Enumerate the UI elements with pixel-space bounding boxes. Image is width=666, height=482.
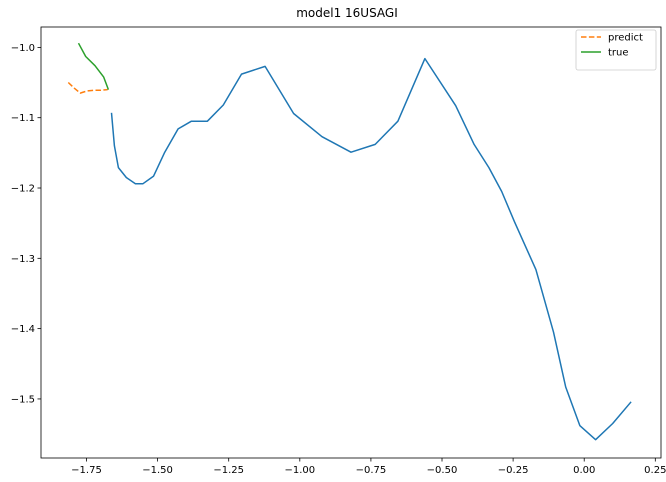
y-tick-label: −1.4: [11, 324, 35, 335]
y-tick-label: −1.2: [11, 184, 35, 195]
y-tick-label: −1.1: [11, 113, 35, 124]
series-line-predict: [67, 81, 108, 94]
x-tick-label: −1.25: [213, 465, 244, 476]
y-tick-label: −1.3: [11, 254, 35, 265]
y-tick-label: −1.5: [11, 394, 35, 405]
x-axis: −1.75 −1.50 −1.25 −1.00 −0.75 −0.50 −0.25 0.00 0…: [71, 458, 666, 476]
legend: predict true: [575, 29, 657, 71]
x-tick-label: 0.00: [573, 465, 595, 476]
chart-title: model1 16USAGI: [296, 6, 398, 20]
series-line-unlabeled: [110, 57, 632, 441]
x-tick-label: −0.50: [427, 465, 458, 476]
legend-label: predict: [608, 33, 643, 44]
x-tick-label: 0.25: [644, 465, 666, 476]
x-tick-label: −1.75: [71, 465, 102, 476]
plot-frame: [40, 26, 662, 459]
series-layer: [67, 42, 632, 441]
x-tick-label: −0.75: [356, 465, 387, 476]
x-tick-label: −0.25: [498, 465, 529, 476]
x-tick-label: −1.50: [142, 465, 173, 476]
x-tick-label: −1.00: [284, 465, 315, 476]
y-tick-label: −1.0: [11, 43, 35, 54]
legend-label: true: [608, 48, 629, 59]
y-axis: −1.0 −1.1 −1.2 −1.3 −1.4 −1.5: [11, 43, 41, 405]
series-line-true: [77, 42, 110, 90]
legend-box: [575, 29, 657, 71]
